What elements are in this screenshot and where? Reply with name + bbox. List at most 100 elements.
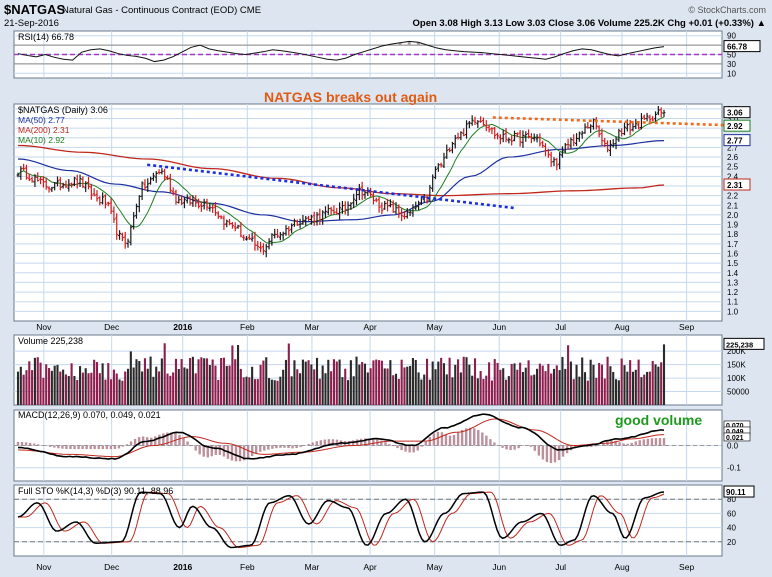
- volume-bar: [552, 368, 556, 405]
- volume-bar: [16, 371, 20, 405]
- macd-histogram-bar: [541, 445, 545, 460]
- macd-histogram-bar: [473, 428, 476, 446]
- macd-histogram-bar: [238, 445, 242, 462]
- macd-histogram-bar: [275, 445, 278, 449]
- volume-bar: [524, 367, 527, 405]
- volume-bar: [516, 369, 519, 405]
- price-tick-label: 1.2: [727, 288, 739, 297]
- volume-bar: [299, 373, 302, 405]
- macd-histogram-bar: [501, 445, 504, 448]
- macd-histogram-bar: [590, 445, 593, 447]
- volume-bar: [143, 358, 146, 405]
- volume-bar: [118, 379, 121, 405]
- volume-bar: [346, 380, 350, 405]
- macd-histogram-bar: [299, 445, 302, 448]
- volume-bar: [248, 377, 251, 405]
- volume-bar: [330, 371, 333, 405]
- macd-histogram-bar: [287, 445, 290, 449]
- stochastic-d-line: [18, 491, 665, 548]
- macd-histogram-bar: [162, 433, 165, 446]
- volume-bar: [290, 376, 293, 405]
- macd-histogram-bar: [448, 435, 452, 446]
- volume-bar: [318, 378, 321, 405]
- volume-bar: [62, 369, 65, 405]
- volume-bar: [428, 379, 431, 405]
- macd-histogram-bar: [283, 445, 286, 448]
- volume-bar: [567, 345, 570, 405]
- volume-bar: [637, 359, 640, 405]
- x-tick-label: Jun: [492, 322, 506, 332]
- volume-bar: [242, 377, 245, 405]
- headline-annotation: NATGAS breaks out again: [264, 89, 437, 105]
- volume-bar: [234, 359, 237, 405]
- volume-bar: [578, 376, 581, 405]
- volume-bar: [177, 368, 180, 405]
- macd-histogram-bar: [182, 437, 185, 446]
- x-axis-bottom: Nov Dec 2016 Feb Mar Apr May Jun Jul Aug Sep: [36, 562, 694, 572]
- macd-histogram-bar: [400, 445, 403, 451]
- macd-histogram-bar: [121, 445, 125, 447]
- macd-histogram-bar: [85, 445, 88, 450]
- macd-histogram-bar: [97, 445, 100, 450]
- volume-bar: [493, 359, 496, 405]
- volume-bar: [614, 379, 618, 405]
- volume-bar: [575, 364, 578, 405]
- volume-bar: [194, 373, 197, 405]
- x-tick-label: Dec: [104, 322, 120, 332]
- volume-bar: [203, 358, 206, 405]
- volume-tick-label: 200K: [727, 347, 746, 356]
- macd-histogram-bar: [404, 445, 407, 452]
- volume-bar: [530, 375, 533, 405]
- volume-bar: [598, 362, 601, 405]
- volume-bar: [344, 368, 347, 405]
- price-tick-label: 1.0: [727, 307, 739, 316]
- rsi-tick-label: 30: [727, 60, 736, 69]
- x-tick-label: Jul: [555, 322, 566, 332]
- macd-histogram-bar: [150, 437, 153, 446]
- stochastic-title: Full STO %K(14,3) %D(3) 90.11, 88.96: [18, 486, 173, 496]
- volume-bar: [28, 361, 31, 405]
- volume-bar: [648, 371, 651, 405]
- volume-bar: [160, 358, 163, 405]
- macd-histogram-bar: [137, 437, 141, 446]
- macd-histogram-bar: [594, 445, 597, 447]
- macd-histogram-bar: [626, 443, 629, 446]
- volume-bar: [225, 365, 228, 405]
- macd-histogram-bar: [331, 439, 335, 446]
- panel-frame-price: [13, 103, 723, 322]
- volume-bar: [392, 375, 395, 405]
- x-tick-label: 2016: [173, 322, 192, 332]
- volume-tick-label: 150K: [727, 361, 746, 370]
- volume-bar: [282, 369, 285, 405]
- price-label-box: [723, 119, 751, 132]
- volume-bar: [191, 356, 194, 405]
- volume-bar: [547, 363, 550, 405]
- price-label: 2.77: [727, 137, 743, 146]
- macd-histogram-bar: [469, 427, 472, 446]
- volume-bar: [324, 373, 327, 405]
- macd-histogram-bar: [364, 438, 367, 446]
- volume-bar: [533, 374, 536, 405]
- volume-bar: [459, 372, 462, 405]
- price-label-box: [723, 134, 751, 147]
- macd-histogram-bar: [166, 432, 169, 446]
- macd-last-box: [723, 432, 751, 442]
- volume-bar: [251, 366, 254, 405]
- macd-histogram-bar: [210, 445, 213, 457]
- x-tick-label: May: [427, 322, 444, 332]
- volume-bar: [372, 360, 375, 405]
- volume-bar: [643, 374, 646, 405]
- macd-histogram-bar: [622, 443, 625, 446]
- volume-bar: [646, 371, 649, 405]
- volume-bar: [124, 371, 127, 405]
- macd-histogram-bar: [638, 440, 641, 446]
- volume-bar: [19, 366, 22, 405]
- stochastic-tick-label: 20: [727, 538, 736, 547]
- macd-histogram-bar: [509, 445, 512, 451]
- volume-bar: [448, 357, 451, 405]
- volume-bar: [95, 361, 99, 405]
- price-tick-label: 1.1: [727, 298, 739, 307]
- volume-bar: [555, 365, 558, 405]
- macd-histogram-bar: [533, 445, 536, 451]
- volume-bar: [67, 376, 70, 405]
